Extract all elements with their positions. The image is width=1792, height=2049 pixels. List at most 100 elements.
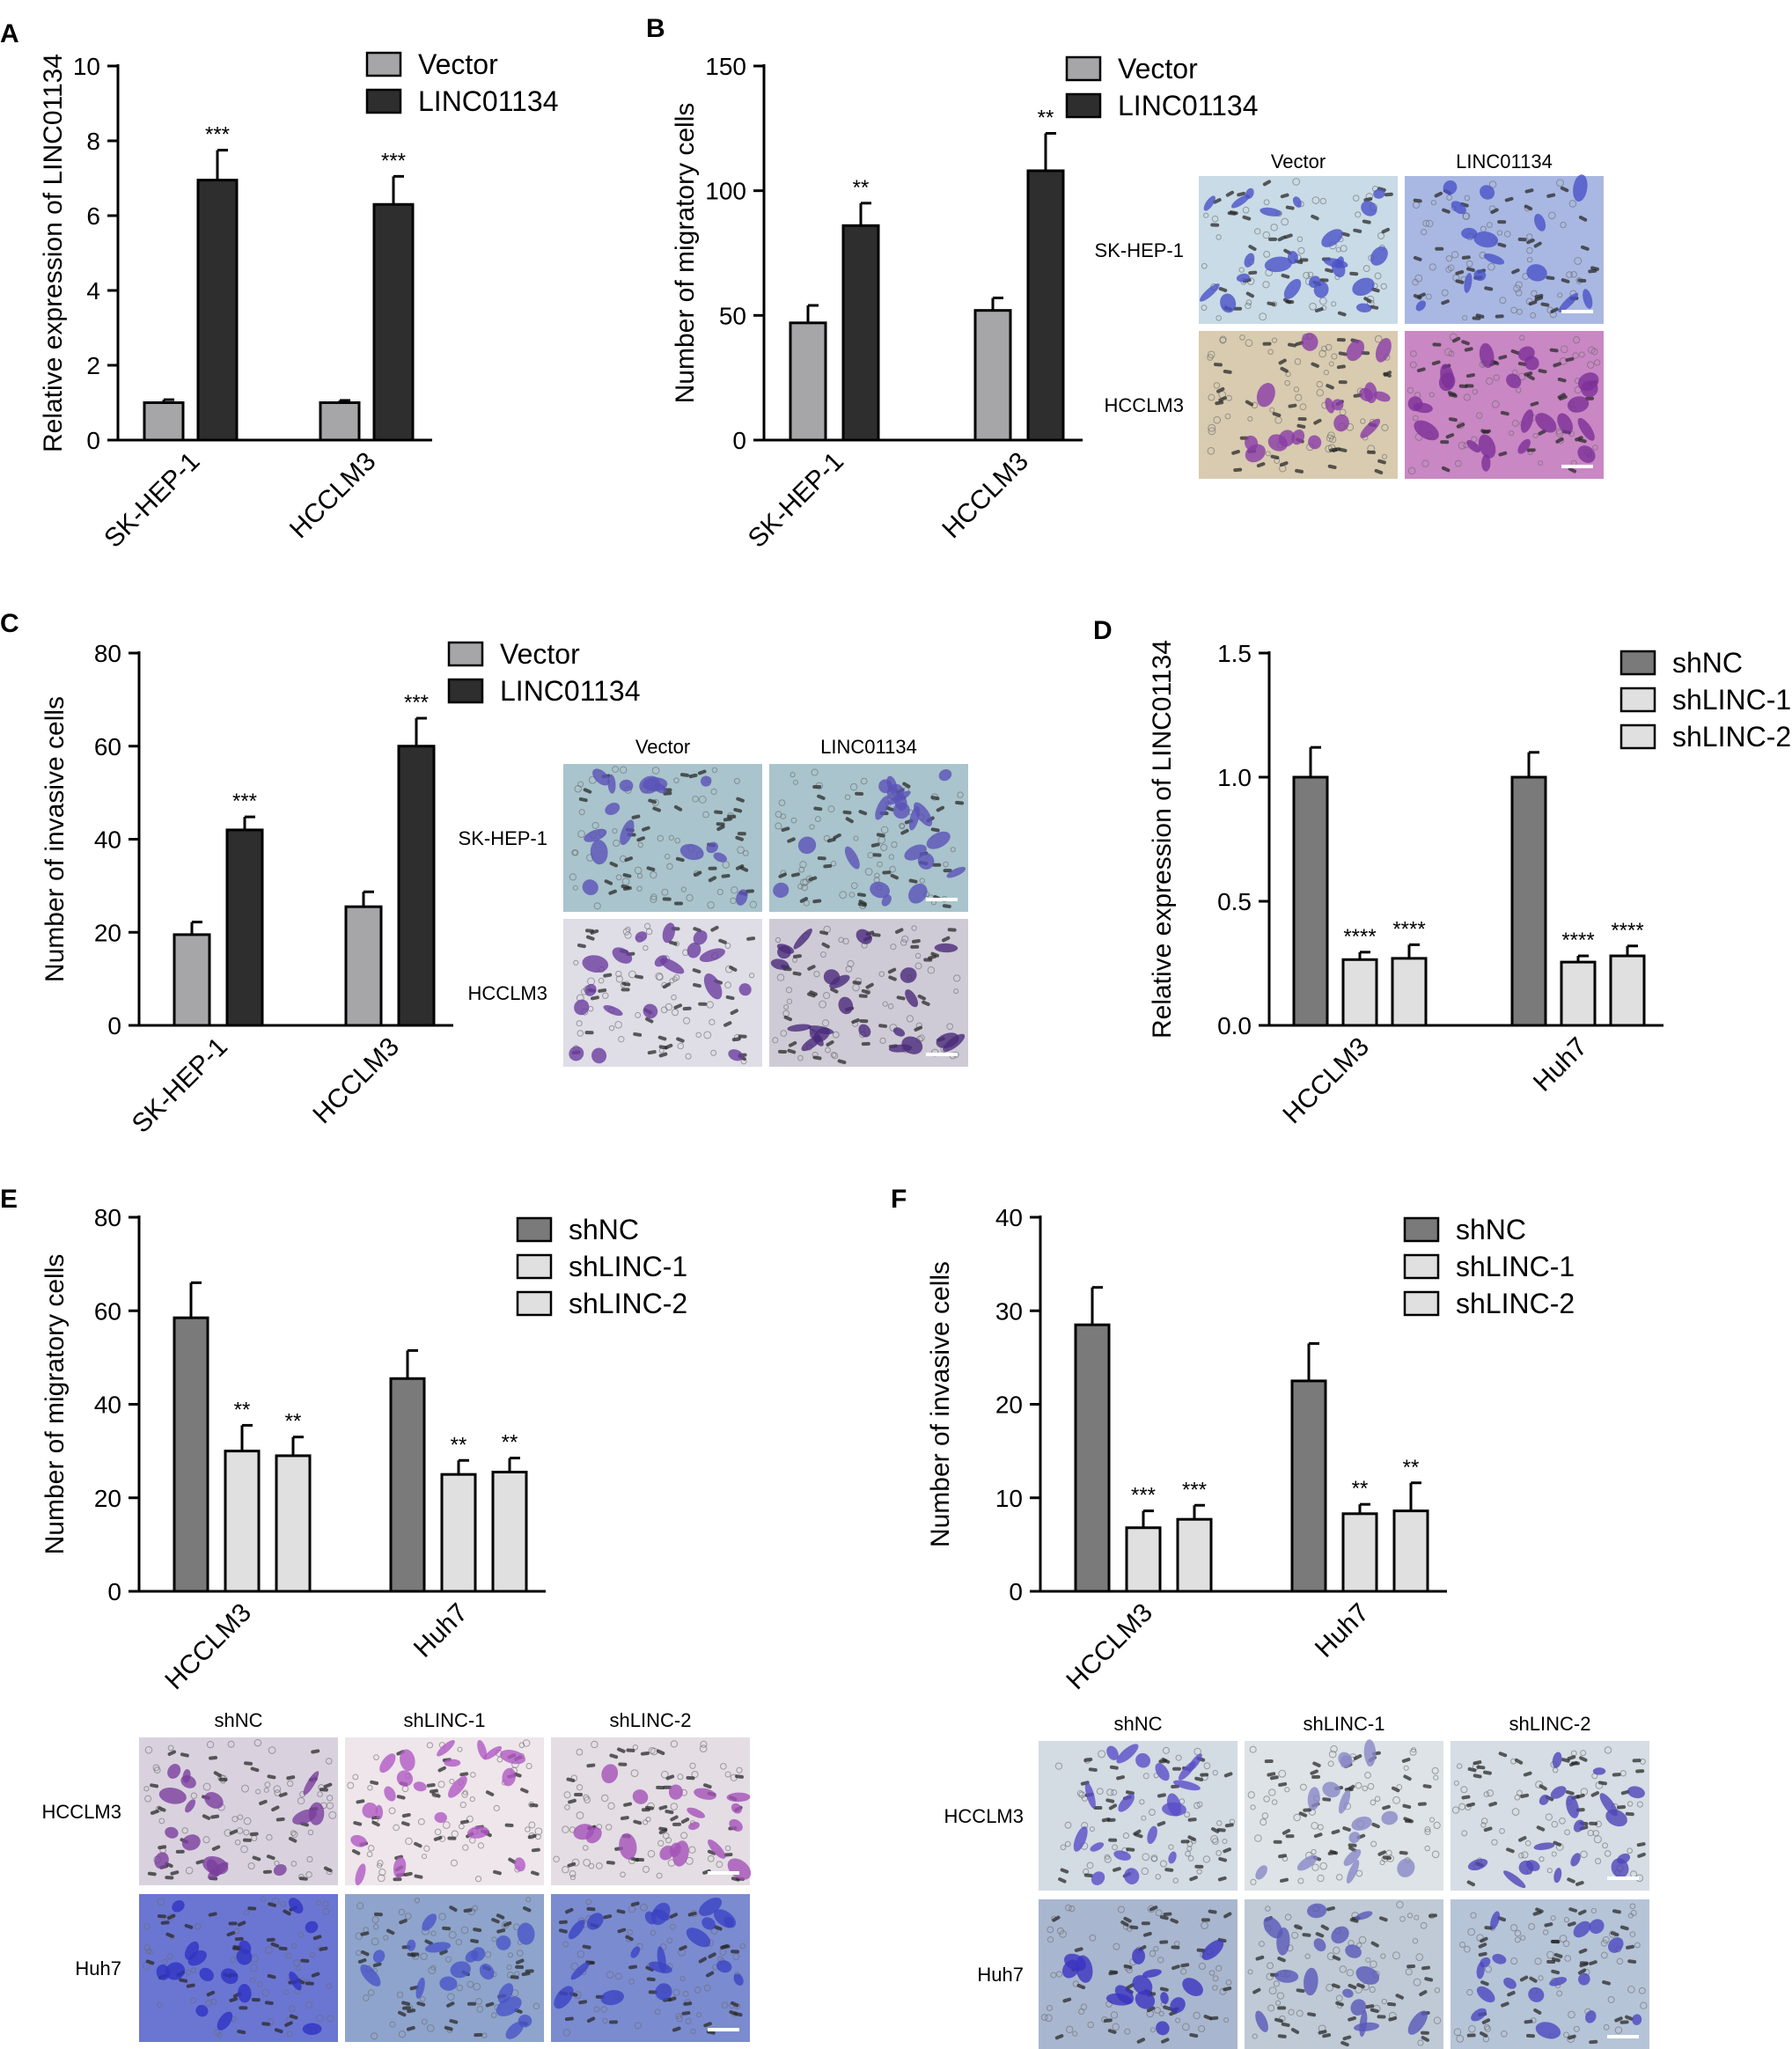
- membrane-pore: [1421, 459, 1429, 467]
- membrane-mark: [1280, 1877, 1289, 1883]
- membrane-mark: [586, 1763, 596, 1768]
- legend-swatch: [447, 678, 484, 704]
- stained-cell: [619, 1832, 637, 1860]
- y-tick-label: 6: [86, 202, 100, 230]
- stained-cell: [220, 1968, 239, 1985]
- y-tick-label: 0: [1009, 1578, 1023, 1605]
- membrane-pore: [456, 1984, 463, 1992]
- stained-cell: [793, 928, 812, 950]
- membrane-mark: [672, 2026, 681, 2032]
- membrane-pore: [1261, 1812, 1269, 1819]
- membrane-pore: [672, 976, 678, 982]
- membrane-pore: [643, 922, 651, 929]
- membrane-pore: [368, 1845, 375, 1852]
- membrane-mark: [1442, 208, 1450, 214]
- membrane-mark: [609, 861, 619, 868]
- membrane-mark: [1298, 1811, 1308, 1818]
- membrane-pore: [249, 1977, 256, 1984]
- stained-cell: [1461, 227, 1478, 239]
- membrane-mark: [1529, 1976, 1538, 1983]
- membrane-mark: [1353, 228, 1362, 233]
- membrane-pore: [234, 1839, 241, 1846]
- membrane-pore: [377, 1860, 384, 1867]
- membrane-pore: [1215, 234, 1222, 240]
- membrane-mark: [1332, 1983, 1340, 1989]
- membrane-mark: [1399, 1850, 1408, 1855]
- stained-cell: [158, 1788, 187, 1804]
- membrane-mark: [1194, 1864, 1204, 1869]
- membrane-mark: [942, 904, 951, 908]
- micrograph-image: [345, 1737, 544, 1886]
- stained-cell: [1535, 413, 1557, 433]
- membrane-mark: [1428, 1913, 1437, 1918]
- membrane-pore: [612, 828, 618, 834]
- membrane-mark: [730, 1009, 738, 1016]
- membrane-mark: [821, 942, 830, 949]
- membrane-mark: [865, 982, 874, 989]
- membrane-mark: [1391, 1786, 1400, 1793]
- membrane-mark: [1336, 364, 1346, 370]
- stained-cell: [1573, 1819, 1584, 1832]
- membrane-mark: [851, 1017, 860, 1024]
- membrane-mark: [1526, 239, 1535, 245]
- micrograph-row-label: HCCLM3: [944, 1805, 1024, 1827]
- stained-cell: [729, 1818, 743, 1832]
- membrane-pore: [1573, 2025, 1580, 2032]
- membrane-mark: [1281, 2022, 1290, 2027]
- stained-cell: [199, 1967, 214, 1982]
- stained-cell: [1132, 1975, 1153, 1995]
- membrane-pore: [1254, 1834, 1262, 1842]
- membrane-pore: [643, 944, 649, 951]
- membrane-mark: [1288, 403, 1297, 408]
- membrane-pore: [1486, 222, 1493, 228]
- stained-cell: [1566, 1795, 1579, 1818]
- membrane-pore: [657, 834, 665, 842]
- membrane-mark: [783, 1015, 792, 1022]
- y-axis-label: Number of migratory cells: [40, 1254, 70, 1555]
- membrane-mark: [1170, 1918, 1179, 1924]
- membrane-pore: [1524, 1840, 1531, 1847]
- membrane-pore: [691, 1770, 699, 1779]
- membrane-pore: [1089, 1934, 1097, 1942]
- membrane-mark: [242, 1838, 252, 1842]
- membrane-mark: [1120, 1920, 1129, 1927]
- stained-cell: [1492, 1953, 1507, 1965]
- membrane-mark: [1277, 1957, 1286, 1963]
- membrane-mark: [603, 1914, 613, 1920]
- stained-cell: [1331, 399, 1344, 411]
- membrane-mark: [1431, 360, 1441, 366]
- membrane-mark: [444, 2025, 453, 2031]
- membrane-pore: [630, 1769, 639, 1778]
- membrane-mark: [1619, 1925, 1629, 1931]
- membrane-mark: [890, 873, 899, 880]
- membrane-mark: [1524, 2019, 1533, 2024]
- stained-cell: [1278, 430, 1296, 447]
- stained-cell: [934, 943, 958, 953]
- membrane-mark: [609, 2020, 619, 2024]
- membrane-mark: [473, 1928, 482, 1933]
- membrane-mark: [1476, 1765, 1486, 1770]
- y-tick-label: 0.5: [1217, 888, 1252, 915]
- membrane-mark: [1578, 1948, 1588, 1954]
- membrane-mark: [1362, 219, 1371, 224]
- micrograph-column-label: shNC: [214, 1709, 262, 1731]
- membrane-mark: [446, 2001, 455, 2008]
- membrane-pore: [578, 809, 585, 816]
- membrane-pore: [785, 987, 793, 994]
- membrane-mark: [657, 1035, 667, 1041]
- membrane-mark: [424, 1939, 433, 1946]
- stained-cell: [1245, 444, 1266, 463]
- stained-cell: [439, 1976, 458, 1991]
- membrane-pore: [261, 1896, 267, 1903]
- membrane-pore: [739, 1943, 746, 1950]
- stained-cell: [202, 1855, 229, 1875]
- membrane-mark: [641, 826, 650, 832]
- y-tick-label: 80: [94, 640, 121, 667]
- membrane-mark: [1200, 1773, 1209, 1777]
- stained-cell: [355, 1863, 366, 1886]
- membrane-mark: [558, 1928, 568, 1934]
- membrane-mark: [1313, 418, 1322, 425]
- membrane-pore: [1336, 1874, 1343, 1881]
- membrane-pore: [823, 834, 831, 842]
- membrane-mark: [910, 944, 920, 949]
